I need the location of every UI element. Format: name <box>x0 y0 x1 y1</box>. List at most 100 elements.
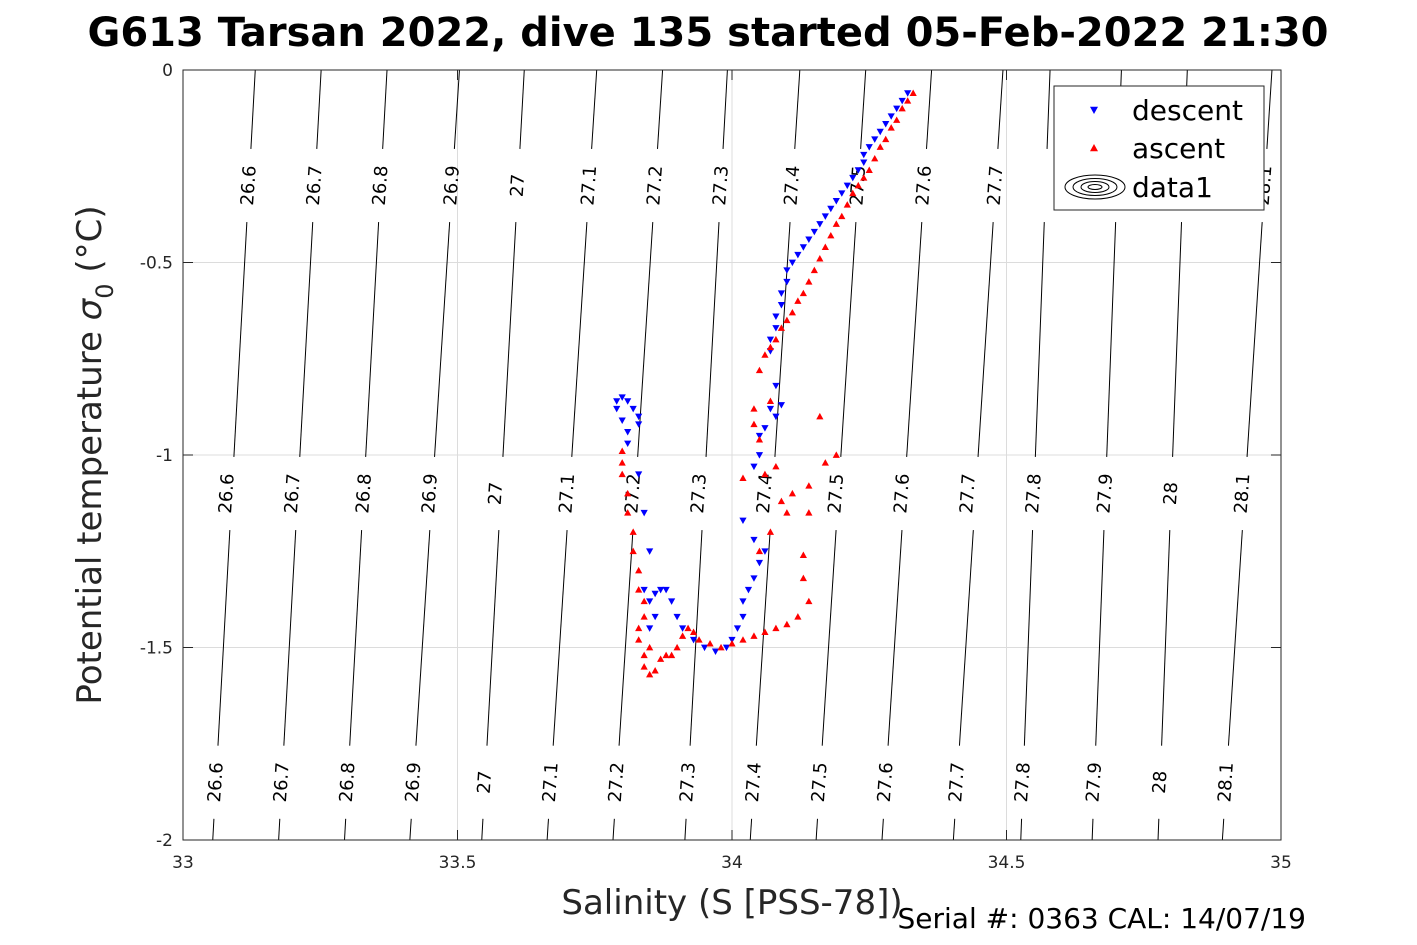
ascent-marker <box>739 474 747 481</box>
ascent-marker <box>668 651 676 659</box>
ascent-marker <box>640 597 648 605</box>
descent-marker <box>838 190 846 197</box>
descent-marker <box>651 613 659 621</box>
isopycnal-label: 27.4 <box>742 762 766 803</box>
ascent-marker <box>629 547 637 555</box>
ascent-marker <box>750 632 758 639</box>
isopycnal-label: 27.6 <box>874 762 898 803</box>
isopycnal-line <box>434 222 451 457</box>
ascent-marker <box>860 174 868 181</box>
descent-marker <box>750 463 758 471</box>
descent-marker <box>761 425 769 432</box>
x-tick-label: 34.5 <box>988 853 1026 873</box>
ascent-marker <box>640 651 648 659</box>
ascent-marker <box>799 551 807 558</box>
ascent-marker <box>640 613 648 620</box>
descent-marker <box>646 548 654 555</box>
isopycnal-line <box>952 818 956 841</box>
descent-marker <box>618 417 626 424</box>
descent-marker <box>777 402 786 409</box>
descent-marker <box>750 536 758 544</box>
descent-marker <box>668 598 676 605</box>
ascent-marker <box>761 351 769 358</box>
ascent-marker <box>887 124 895 131</box>
isopycnal-line <box>1246 222 1263 457</box>
legend-box <box>1053 85 1265 211</box>
descent-marker <box>744 586 753 594</box>
descent-marker <box>755 452 764 459</box>
isopycnal-line <box>481 818 484 841</box>
ascent-marker <box>657 655 665 662</box>
ascent-marker <box>821 459 829 466</box>
y-tick-label: -2 <box>156 831 173 851</box>
isopycnal-label: 27.9 <box>1093 473 1117 514</box>
isopycnal-line <box>815 818 818 841</box>
descent-marker <box>772 325 780 332</box>
descent-marker <box>882 121 890 128</box>
descent-marker <box>865 144 873 151</box>
descent-marker <box>805 236 813 243</box>
descent-marker <box>640 509 648 517</box>
descent-marker <box>832 198 840 205</box>
isopycnal-label: 26.7 <box>270 762 294 803</box>
isopycnal-line <box>840 222 857 457</box>
ascent-marker <box>832 220 840 227</box>
descent-marker <box>646 598 654 605</box>
descent-marker <box>750 575 758 582</box>
descent-marker <box>662 586 670 594</box>
descent-marker <box>854 167 862 174</box>
descent-marker <box>722 644 731 652</box>
descent-marker <box>624 398 632 405</box>
isopycnal-line <box>382 69 388 149</box>
isopycnal-label: 26.9 <box>418 473 442 514</box>
isopycnal-line <box>1095 530 1105 746</box>
isopycnal-line <box>887 530 903 746</box>
ascent-marker <box>827 231 835 239</box>
isopycnal-line <box>1023 530 1034 746</box>
isopycnal-label: 27.2 <box>621 473 645 514</box>
isopycnal-label: 27.8 <box>1011 762 1035 803</box>
y-axis-label-unit: (°C) <box>70 205 110 283</box>
isopycnal-line <box>212 818 215 841</box>
ascent-marker <box>805 509 813 516</box>
isopycnal-line <box>591 69 598 149</box>
ascent-marker <box>618 459 626 466</box>
ascent-marker <box>810 266 818 274</box>
descent-marker <box>827 205 835 213</box>
isopycnal-line <box>519 69 525 149</box>
descent-marker <box>689 636 698 644</box>
isopycnal-label: 26.9 <box>402 762 426 803</box>
legend: descent ascent data1 <box>1053 85 1265 211</box>
ascent-marker <box>838 212 846 220</box>
ascent-marker <box>843 201 851 208</box>
ascent-marker <box>646 643 654 651</box>
isopycnal-contours: 26.6 26.6 26.6 26.7 26.7 26.7 26.8 26.8 26.8 26.9… <box>204 69 1276 841</box>
descent-marker <box>761 548 769 555</box>
isopycnal-label: 27.3 <box>709 165 733 206</box>
descent-marker <box>629 405 637 413</box>
x-tick-label: 33.5 <box>439 853 477 873</box>
isopycnal-label: 27 <box>485 481 508 505</box>
ascent-marker <box>783 620 791 628</box>
ascent-marker <box>777 324 786 331</box>
isopycnal-line <box>1161 530 1171 746</box>
ascent-marker <box>799 289 807 297</box>
isopycnal-line <box>250 69 256 149</box>
ascent-marker <box>805 597 813 605</box>
ascent-marker <box>772 624 780 632</box>
ascent-marker <box>794 297 802 304</box>
isopycnal-line <box>881 818 884 841</box>
ascent-marker <box>832 451 840 458</box>
descent-marker <box>821 213 829 220</box>
ascent-marker <box>635 624 643 632</box>
isopycnal-label: 26.7 <box>281 473 305 514</box>
isopycnal-label: 27 <box>507 173 530 197</box>
ascent-marker <box>783 509 791 516</box>
legend-label-data1: data1 <box>1132 171 1213 204</box>
isopycnal-label: 27.2 <box>643 165 667 206</box>
descent-marker <box>816 221 824 228</box>
ascent-marker <box>766 397 775 404</box>
ascent-marker <box>755 366 764 374</box>
isopycnal-label: 26.9 <box>440 165 464 206</box>
isopycnal-label: 28 <box>1149 770 1172 794</box>
